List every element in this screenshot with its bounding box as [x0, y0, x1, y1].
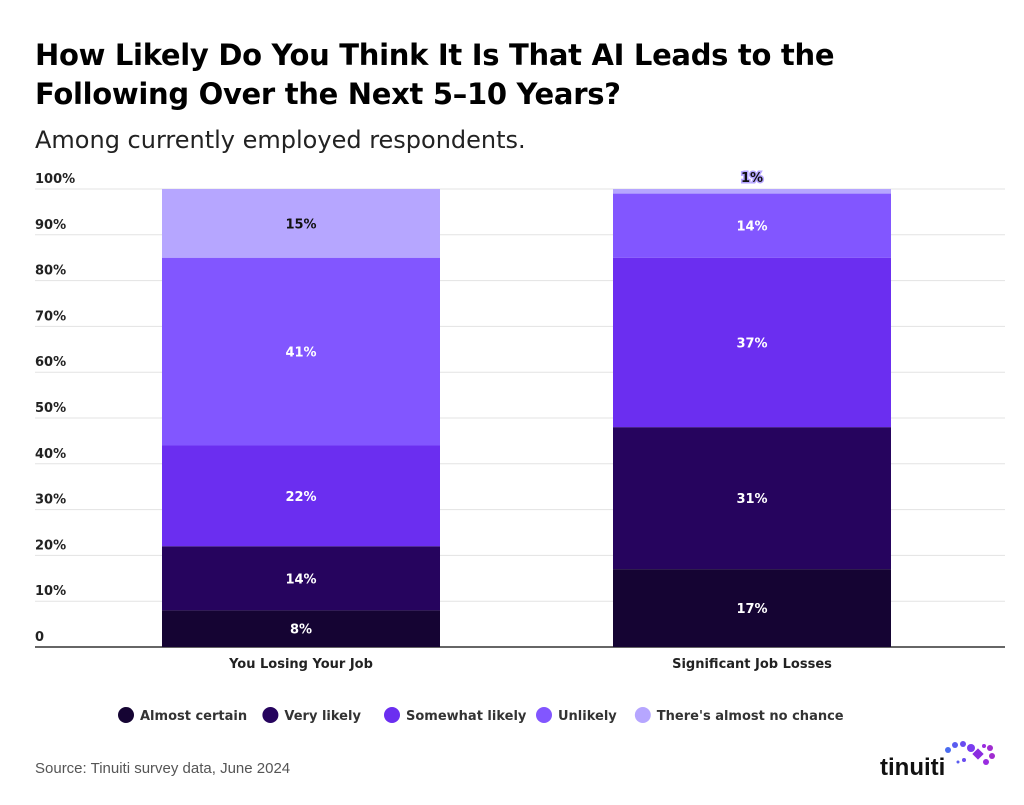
bar-segment — [613, 189, 891, 194]
bar-segment — [162, 189, 440, 258]
data-label: 1% — [741, 171, 763, 186]
y-tick-label: 50% — [35, 401, 66, 416]
legend-label: There's almost no chance — [657, 709, 844, 724]
y-tick-label: 30% — [35, 493, 66, 508]
y-tick-label: 20% — [35, 538, 66, 553]
legend-marker — [118, 707, 134, 723]
y-tick-label: 40% — [35, 447, 66, 462]
chart-subtitle: Among currently employed respondents. — [35, 126, 526, 154]
source-note: Source: Tinuiti survey data, June 2024 — [35, 760, 291, 777]
y-tick-label: 10% — [35, 584, 66, 599]
data-label: 14% — [285, 572, 316, 587]
tinuiti-logo: tinuiti — [878, 736, 998, 786]
data-label: 15% — [285, 217, 316, 232]
y-tick-label: 100% — [35, 172, 75, 187]
bar-segment — [613, 193, 891, 258]
y-tick-label: 90% — [35, 218, 66, 233]
category-label: Significant Job Losses — [672, 657, 832, 672]
y-tick-label: 70% — [35, 309, 66, 324]
data-label: 17% — [736, 602, 767, 617]
legend-marker — [634, 707, 651, 723]
y-tick-label: 60% — [35, 355, 66, 370]
logo-text: tinuiti — [880, 754, 946, 781]
legend-marker — [536, 707, 552, 723]
bar-segment — [162, 546, 440, 611]
logo-dots-icon — [945, 741, 995, 765]
legend-marker — [262, 707, 279, 723]
data-label: 31% — [736, 492, 767, 507]
data-label: 41% — [285, 346, 316, 361]
category-label: You Losing Your Job — [228, 657, 373, 672]
bar-segment — [613, 257, 891, 428]
legend-label: Very likely — [284, 709, 361, 724]
legend-marker — [384, 707, 400, 723]
data-label: 8% — [290, 623, 312, 638]
bar-segment — [613, 427, 891, 570]
bar-segment — [162, 445, 440, 547]
data-label: 22% — [285, 490, 316, 505]
legend-label: Unlikely — [558, 709, 617, 724]
legend-label: Somewhat likely — [406, 709, 527, 724]
legend-label: Almost certain — [140, 709, 247, 724]
y-tick-label: 80% — [35, 264, 66, 279]
data-label: 14% — [736, 220, 767, 235]
chart-title: How Likely Do You Think It Is That AI Le… — [35, 38, 835, 111]
bar-segment — [613, 569, 891, 647]
y-tick-label: 0 — [35, 630, 44, 645]
data-label: 37% — [736, 336, 767, 351]
bar-segment — [162, 257, 440, 446]
bar-segment — [162, 610, 440, 647]
